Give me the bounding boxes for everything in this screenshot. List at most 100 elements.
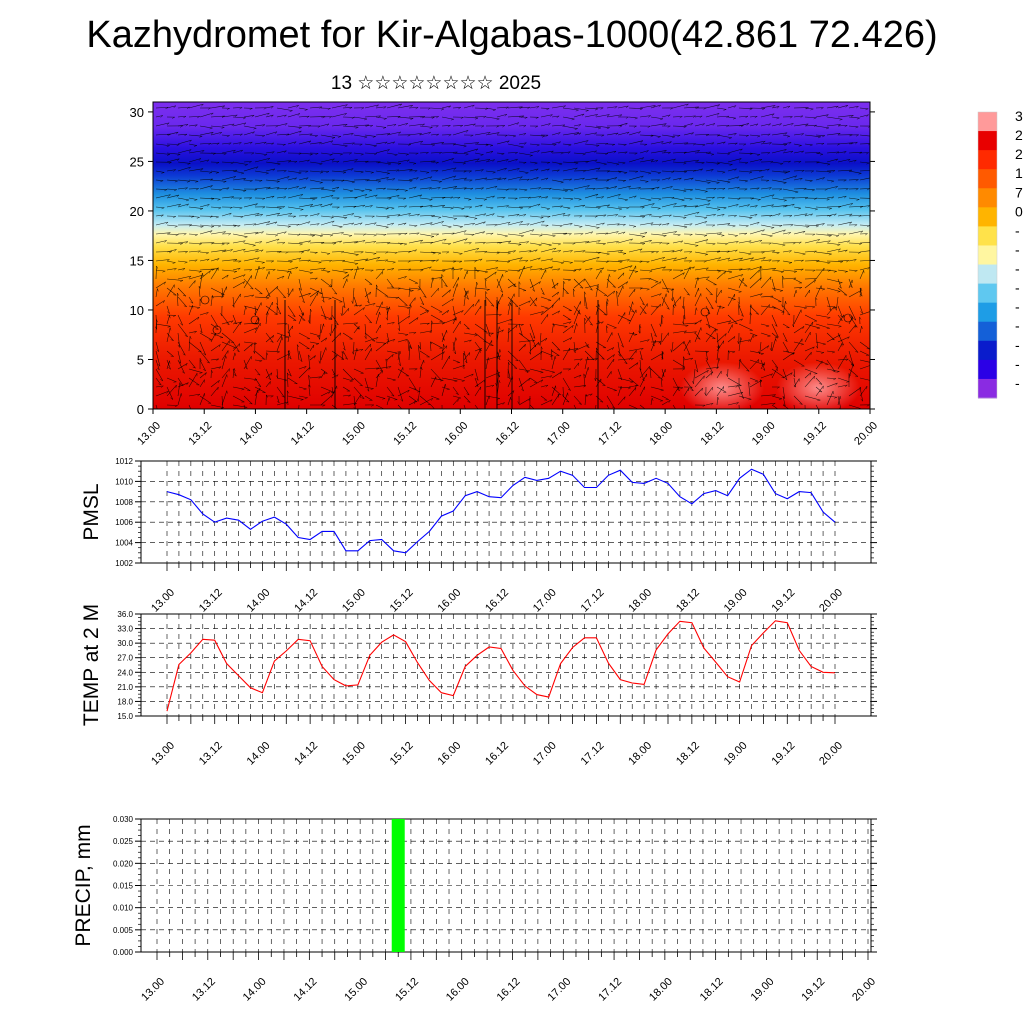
wind-barb: [694, 387, 703, 397]
wind-barb-tip: [766, 168, 770, 172]
wind-barb-tip: [516, 122, 520, 125]
wind-barb: [529, 106, 540, 109]
wind-barb-tip: [733, 336, 736, 340]
wind-barb: [331, 296, 343, 303]
x-tick-label: 18.12: [699, 420, 727, 448]
wind-barb: [815, 267, 825, 280]
wind-barb: [309, 267, 326, 271]
wind-barb-tip: [329, 154, 333, 156]
wind-barb: [287, 170, 302, 174]
wind-barb: [771, 229, 786, 235]
wind-barb: [749, 257, 766, 262]
wind-barb-tip: [369, 291, 371, 295]
wind-barb: [188, 305, 201, 308]
wind-barb: [826, 323, 842, 327]
wind-barb: [529, 342, 540, 352]
wind-barb: [650, 397, 653, 406]
wind-barb-tip: [768, 123, 771, 126]
wind-barb: [507, 296, 519, 307]
wind-barb: [837, 314, 845, 325]
wind-barb: [793, 338, 803, 352]
wind-barb-tip: [520, 176, 523, 179]
wind-barb: [639, 134, 654, 136]
wind-barb-tip: [686, 293, 690, 296]
wind-barb: [419, 152, 429, 154]
wind-barb: [628, 215, 645, 217]
wind-barb-tip: [866, 225, 870, 228]
wind-barb-tip: [288, 374, 292, 377]
wind-barb: [507, 269, 521, 271]
wind-barb-tip: [775, 335, 779, 338]
wind-barb: [254, 170, 269, 174]
wind-barb: [694, 179, 711, 183]
wind-barb-tip: [536, 106, 540, 109]
wind-barb: [848, 314, 858, 328]
wind-barb-tip: [749, 153, 753, 156]
wind-barb: [573, 395, 582, 405]
wind-barb-tip: [545, 225, 549, 227]
wind-barb: [639, 287, 650, 290]
wind-barb: [485, 355, 501, 361]
wind-barb-tip: [457, 398, 459, 402]
wind-barb: [496, 402, 505, 406]
wind-barb: [419, 310, 430, 316]
wind-barb: [232, 274, 246, 280]
wind-barb-tip: [383, 127, 387, 129]
wind-barb-tip: [385, 259, 388, 262]
wind-barb-tip: [299, 130, 302, 134]
wind-barb: [320, 337, 327, 343]
wind-barb: [771, 161, 784, 164]
wind-barb-tip: [797, 207, 801, 210]
wind-barb: [232, 248, 246, 253]
wind-barb: [430, 377, 444, 381]
wind-barb-tip: [391, 394, 395, 397]
wind-barb-tip: [354, 263, 358, 265]
wind-barb: [584, 314, 593, 326]
wind-barb: [672, 103, 689, 109]
wind-barb-tip: [548, 187, 552, 191]
wind-barb-tip: [535, 249, 538, 253]
wind-barb: [243, 343, 253, 352]
wind-barb: [760, 304, 770, 316]
wind-barb-tip: [498, 380, 501, 384]
wind-barb: [375, 359, 383, 372]
wind-barb-tip: [409, 288, 412, 292]
wind-barb-tip: [462, 162, 466, 165]
wind-barb: [210, 267, 219, 280]
wind-barb: [419, 322, 430, 325]
wind-barb: [507, 397, 511, 406]
wind-barb: [738, 359, 750, 372]
wind-barb-tip: [700, 168, 703, 172]
wind-barb: [364, 134, 376, 137]
wind-barb-tip: [370, 205, 373, 208]
wind-barb: [518, 344, 526, 352]
wind-barb: [837, 269, 848, 272]
wind-barb: [606, 347, 614, 352]
wind-barb-tip: [416, 177, 419, 180]
wind-barb-tip: [809, 372, 812, 376]
wind-barb: [330, 323, 333, 337]
wind-barb-tip: [800, 268, 804, 271]
wind-barb: [441, 332, 445, 341]
wind-barb: [529, 368, 544, 373]
wind-barb-tip: [304, 397, 308, 399]
wind-barb-tip: [709, 293, 713, 296]
wind-barb: [408, 140, 423, 145]
wind-barb-tip: [496, 132, 500, 135]
wind-barb: [474, 242, 486, 244]
colorbar-label: 0: [1015, 203, 1023, 219]
wind-barb: [155, 259, 170, 262]
wind-barb: [650, 386, 664, 391]
wind-barb: [716, 141, 726, 145]
wind-barb: [375, 287, 388, 297]
wind-barb: [232, 215, 244, 217]
wind-barb-tip: [474, 218, 478, 220]
wind-barb: [727, 233, 738, 236]
wind-barb-tip: [626, 207, 630, 210]
wind-barb: [166, 224, 178, 227]
wind-barb-tip: [552, 305, 554, 309]
wind-barb-tip: [812, 306, 816, 309]
wind-barb-tip: [469, 179, 473, 182]
wind-barb-tip: [410, 290, 414, 292]
